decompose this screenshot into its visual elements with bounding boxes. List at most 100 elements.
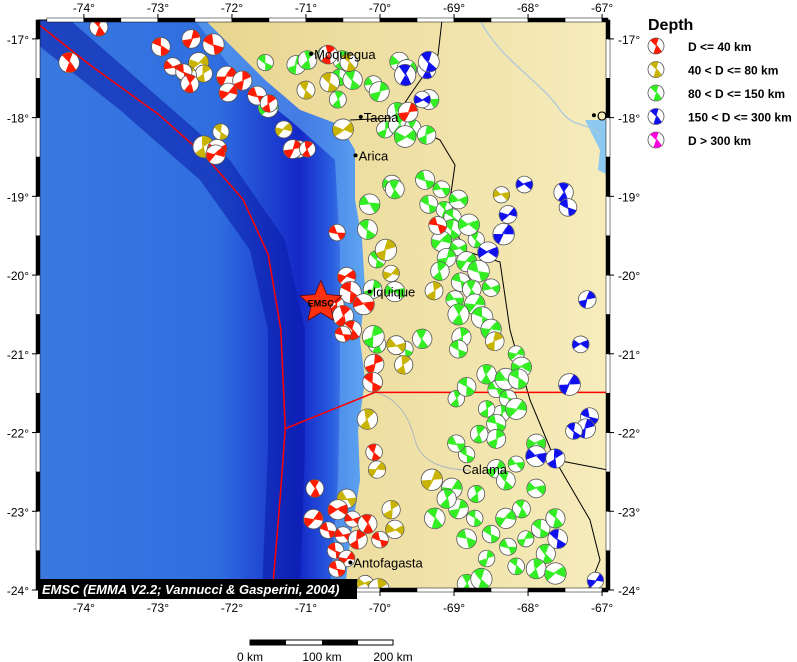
earthquake-d40 bbox=[181, 29, 201, 49]
earthquake-d150 bbox=[467, 485, 486, 503]
earthquake-d80 bbox=[424, 281, 444, 301]
earthquake-d300 bbox=[418, 50, 440, 73]
earthquake-d150 bbox=[447, 303, 470, 326]
earthquake-d40 bbox=[303, 508, 324, 530]
city-label: Tacna bbox=[364, 110, 399, 125]
earthquake-d40 bbox=[319, 521, 337, 539]
legend-label-d300plus: D > 300 km bbox=[688, 134, 751, 148]
city-label: Antofagasta bbox=[353, 555, 423, 570]
earthquake-d150 bbox=[256, 53, 274, 72]
earthquake-d150 bbox=[424, 507, 446, 530]
earthquake-d40 bbox=[58, 51, 80, 74]
earthquake-d150 bbox=[545, 508, 566, 529]
lon-tick-label-top: -70° bbox=[369, 1, 391, 15]
earthquake-d40 bbox=[357, 513, 378, 534]
earthquake-d300 bbox=[515, 175, 534, 194]
earthquake-d40 bbox=[334, 526, 352, 544]
earthquake-d150 bbox=[476, 364, 497, 385]
earthquake-d150 bbox=[477, 549, 496, 568]
earthquake-d40 bbox=[327, 499, 349, 521]
earthquake-d80 bbox=[296, 80, 316, 100]
earthquake-d150 bbox=[507, 455, 525, 473]
lat-tick-label-right: -20° bbox=[618, 269, 640, 283]
credit-text: EMSC (EMMA V2.2; Vannucci & Gasperini, 2… bbox=[42, 582, 339, 597]
scale-label-100: 100 km bbox=[302, 650, 341, 662]
earthquake-d80 bbox=[386, 335, 407, 356]
earthquake-d150 bbox=[495, 507, 517, 529]
lon-tick-label-bottom: -73° bbox=[147, 601, 169, 615]
earthquake-d150 bbox=[511, 499, 531, 519]
earthquake-d40 bbox=[362, 371, 383, 393]
earthquake-d40 bbox=[318, 44, 338, 65]
city-label: Calama bbox=[462, 462, 508, 477]
lat-tick-label-left: -18° bbox=[7, 112, 29, 126]
earthquake-d300 bbox=[477, 241, 499, 264]
earthquake-d150 bbox=[507, 557, 525, 576]
scale-label-0: 0 km bbox=[237, 650, 263, 662]
earthquake-d40 bbox=[371, 530, 389, 549]
earthquake-d150 bbox=[477, 400, 496, 418]
earthquake-d150 bbox=[393, 125, 417, 148]
earthquake-d300 bbox=[578, 290, 597, 309]
earthquake-d150 bbox=[362, 325, 385, 348]
earthquake-d150 bbox=[412, 328, 433, 350]
earthquake-d150 bbox=[525, 558, 547, 580]
earthquake-d150 bbox=[416, 125, 437, 145]
earthquake-d80 bbox=[274, 120, 293, 139]
scale-label-200: 200 km bbox=[373, 650, 412, 662]
earthquake-d150 bbox=[535, 543, 556, 564]
lon-tick-label-top: -74° bbox=[73, 1, 95, 15]
plate-boundary-0 bbox=[38, 23, 286, 589]
star-label: EMSC bbox=[308, 299, 335, 309]
earthquake-d150 bbox=[526, 478, 546, 499]
earthquake-d80 bbox=[394, 355, 414, 375]
earthquake-d300 bbox=[545, 448, 566, 469]
lat-tick-label-right: -23° bbox=[618, 505, 640, 519]
earthquake-d150 bbox=[384, 179, 405, 200]
city-dot bbox=[591, 113, 596, 118]
earthquake-d300 bbox=[558, 198, 578, 217]
lon-tick-label-bottom: -68° bbox=[517, 601, 539, 615]
earthquake-d150 bbox=[486, 428, 507, 449]
lon-tick-label-top: -73° bbox=[147, 1, 169, 15]
earthquake-d300 bbox=[498, 205, 518, 224]
earthquake-d40 bbox=[202, 33, 225, 56]
lat-tick-label-right: -17° bbox=[618, 33, 640, 47]
earthquake-d150 bbox=[499, 537, 518, 556]
earthquake-d150 bbox=[544, 562, 567, 585]
earthquake-d40 bbox=[282, 139, 303, 159]
earthquake-d150 bbox=[457, 213, 480, 236]
map-area: Moquegua Tacna Arica Iquique Calama Antofagas… bbox=[38, 20, 608, 590]
city-label: Moquegua bbox=[314, 47, 376, 62]
legend-label-d150: 80 < D <= 150 km bbox=[688, 87, 785, 101]
lon-tick-label-top: -71° bbox=[295, 1, 317, 15]
lon-tick-label-bottom: -67° bbox=[591, 601, 613, 615]
earthquake-d150 bbox=[508, 368, 529, 390]
earthquake-d150 bbox=[449, 339, 468, 359]
earthquake-d150 bbox=[456, 528, 477, 550]
lat-tick-label-left: -23° bbox=[7, 505, 29, 519]
earthquake-d80 bbox=[484, 331, 505, 351]
credit-box bbox=[38, 579, 357, 599]
earthquake-d150 bbox=[448, 189, 469, 210]
earthquake-d150 bbox=[481, 278, 501, 297]
scale-bar: 0 km 100 km 200 km bbox=[237, 639, 413, 662]
earthquake-d150 bbox=[447, 390, 465, 408]
city-label: Arica bbox=[359, 148, 389, 163]
earthquake-d300 bbox=[413, 90, 431, 109]
earthquake-d40 bbox=[299, 140, 316, 158]
earthquake-d80 bbox=[332, 118, 354, 141]
lake bbox=[585, 120, 608, 175]
legend-label-d80: 40 < D <= 80 km bbox=[688, 64, 778, 78]
earthquake-d150 bbox=[456, 377, 477, 397]
earthquake-d150 bbox=[432, 180, 451, 199]
earthquake-d40 bbox=[205, 144, 226, 165]
earthquake-d40 bbox=[305, 479, 325, 498]
lon-tick-label-top: -68° bbox=[517, 1, 539, 15]
plate-boundary-1 bbox=[284, 391, 608, 430]
earthquake-d40 bbox=[151, 37, 171, 57]
legend-label-d300: 150 < D <= 300 km bbox=[688, 111, 792, 125]
earthquake-d40 bbox=[259, 94, 279, 113]
lon-tick-label-bottom: -71° bbox=[295, 601, 317, 615]
lon-tick-label-bottom: -69° bbox=[443, 601, 465, 615]
